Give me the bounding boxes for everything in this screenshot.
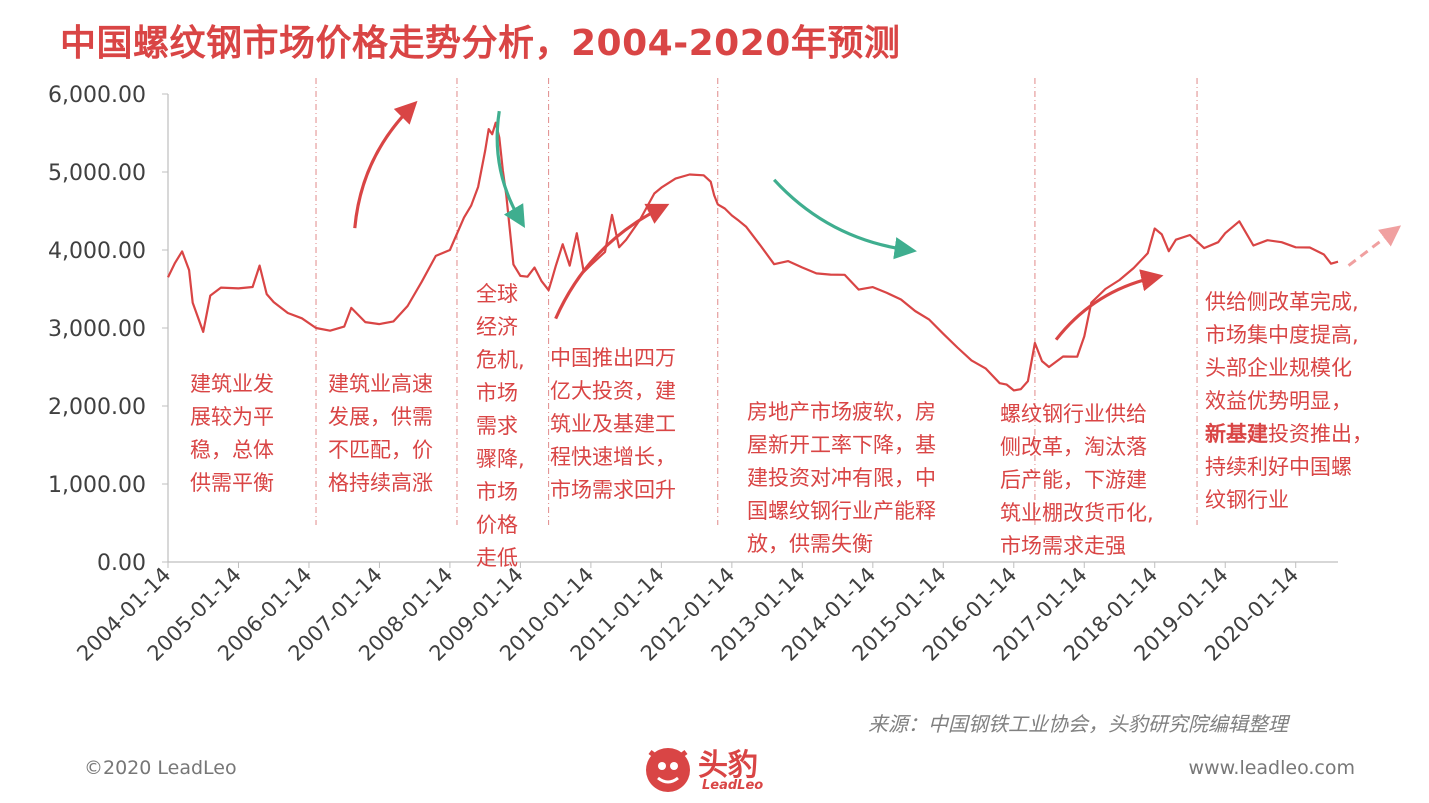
annotation-2004-2006: 建筑业发展较为平稳，总体供需平衡 bbox=[190, 368, 274, 500]
annotation-line: 程快速增长， bbox=[550, 445, 676, 469]
annotation-2018-2020: 供给侧改革完成, 市场集中度提高, 头部企业规模化 效益优势明显， 新基建投资推出， 持续… bbox=[1205, 286, 1373, 517]
annotation-line: 价格 bbox=[476, 513, 518, 537]
period-dividers bbox=[315, 78, 1198, 525]
annotation-line: 发展，供需 bbox=[328, 405, 433, 429]
annotation-line: 市场需求回升 bbox=[550, 478, 676, 502]
annotation-line: 建投资对冲有限，中 bbox=[747, 466, 936, 490]
annotation-line: 供需平衡 bbox=[190, 471, 274, 495]
annotation-2009-2011: 中国推出四万 亿大投资，建 筑业及基建工 程快速增长， 市场需求回升 bbox=[550, 342, 676, 507]
annotation-line: 螺纹钢行业供给 bbox=[1000, 402, 1147, 426]
annotation-line: 市场 bbox=[476, 381, 518, 405]
y-tick-label: 4,000.00 bbox=[48, 239, 146, 264]
annotation-line: 侧改革，淘汰落 bbox=[1000, 435, 1147, 459]
annotation-line: 需求 bbox=[476, 414, 518, 438]
y-tick-label: 1,000.00 bbox=[48, 473, 146, 498]
annotation-2016-2018: 螺纹钢行业供给 侧改革，淘汰落 后产能，下游建 筑业棚改货币化, 市场需求走强 bbox=[1000, 398, 1154, 563]
source-note: 来源：中国钢铁工业协会，头豹研究院编辑整理 bbox=[868, 712, 1288, 736]
annotation-2006-2008: 建筑业高速发展，供需不匹配，价格持续高涨 bbox=[328, 368, 433, 500]
trend-arrows bbox=[353, 100, 1402, 341]
y-tick-label: 0.00 bbox=[97, 551, 146, 576]
annotation-line: 不匹配，价 bbox=[328, 438, 433, 462]
annotation-line: 市场 bbox=[476, 480, 518, 504]
copyright: ©2020 LeadLeo bbox=[84, 757, 237, 779]
website-link[interactable]: www.leadleo.com bbox=[1188, 757, 1355, 779]
forecast-arrow bbox=[1347, 225, 1402, 267]
annotation-line: 放，供需失衡 bbox=[747, 532, 873, 556]
annotation-line: 筑业棚改货币化, bbox=[1000, 501, 1154, 525]
annotation-line: 国螺纹钢行业产能释 bbox=[747, 499, 936, 523]
y-tick-label: 2,000.00 bbox=[48, 395, 146, 420]
y-tick-label: 5,000.00 bbox=[48, 161, 146, 186]
annotation-line: 经济 bbox=[476, 315, 518, 339]
annotation-line: 头部企业规模化 bbox=[1205, 356, 1352, 380]
trend-arrow bbox=[353, 100, 418, 229]
annotation-line: 建筑业发 bbox=[190, 372, 274, 396]
annotation-line: 全球 bbox=[476, 282, 518, 306]
x-axis-ticks: 2004-01-142005-01-142006-01-142007-01-14… bbox=[72, 562, 1303, 666]
annotation-line: 中国推出四万 bbox=[550, 346, 676, 370]
trend-arrow bbox=[554, 203, 670, 320]
page-title: 中国螺纹钢市场价格走势分析，2004-2020年预测 bbox=[60, 23, 901, 64]
annotation-line: 房地产市场疲软，房 bbox=[747, 400, 936, 424]
price-line-chart: 6,000.00 5,000.00 4,000.00 3,000.00 2,000.00… bbox=[48, 78, 1402, 666]
annotation-line: 骤降, bbox=[476, 447, 525, 471]
y-tick-label: 3,000.00 bbox=[48, 317, 146, 342]
annotation-rest: 投资推出， bbox=[1268, 422, 1373, 446]
logo-text: 头豹 bbox=[698, 748, 758, 783]
y-axis-ticks: 6,000.00 5,000.00 4,000.00 3,000.00 2,000.00… bbox=[48, 83, 168, 576]
annotation-2008-2009: 全球 经济 危机, 市场 需求 骤降, 市场 价格 走低 bbox=[476, 278, 525, 575]
annotation-line: 后产能，下游建 bbox=[1000, 468, 1147, 492]
logo-subtext: LeadLeo bbox=[702, 778, 764, 793]
annotation-line: 格持续高涨 bbox=[328, 471, 433, 495]
annotation-line: 新基建投资推出， bbox=[1205, 418, 1373, 451]
annotation-bold-term: 新基建 bbox=[1205, 422, 1268, 446]
annotation-2011-2016: 房地产市场疲软，房 屋新开工率下降，基 建投资对冲有限，中 国螺纹钢行业产能释 放，供需… bbox=[747, 396, 936, 561]
trend-arrow bbox=[495, 110, 525, 229]
leopard-icon bbox=[646, 748, 690, 792]
annotation-line: 供给侧改革完成, bbox=[1205, 290, 1359, 314]
leadleo-logo: 头豹 LeadLeo bbox=[640, 740, 800, 800]
trend-arrow bbox=[1054, 269, 1164, 341]
annotation-line: 纹钢行业 bbox=[1205, 488, 1289, 512]
price-series-line bbox=[167, 121, 1339, 392]
y-tick-label: 6,000.00 bbox=[48, 83, 146, 108]
annotation-line: 稳，总体 bbox=[190, 438, 274, 462]
annotation-line: 持续利好中国螺 bbox=[1205, 455, 1352, 479]
annotation-line: 展较为平 bbox=[190, 405, 274, 429]
annotation-line: 亿大投资，建 bbox=[550, 379, 676, 403]
annotation-line: 危机, bbox=[476, 348, 525, 372]
annotation-line: 建筑业高速 bbox=[328, 372, 433, 396]
annotation-line: 筑业及基建工 bbox=[550, 412, 676, 436]
trend-arrow bbox=[772, 178, 917, 260]
annotation-line: 走低 bbox=[476, 546, 518, 570]
annotation-line: 市场需求走强 bbox=[1000, 534, 1126, 558]
annotation-line: 市场集中度提高, bbox=[1205, 323, 1359, 347]
annotation-line: 效益优势明显， bbox=[1205, 389, 1352, 413]
annotation-line: 屋新开工率下降，基 bbox=[747, 433, 936, 457]
